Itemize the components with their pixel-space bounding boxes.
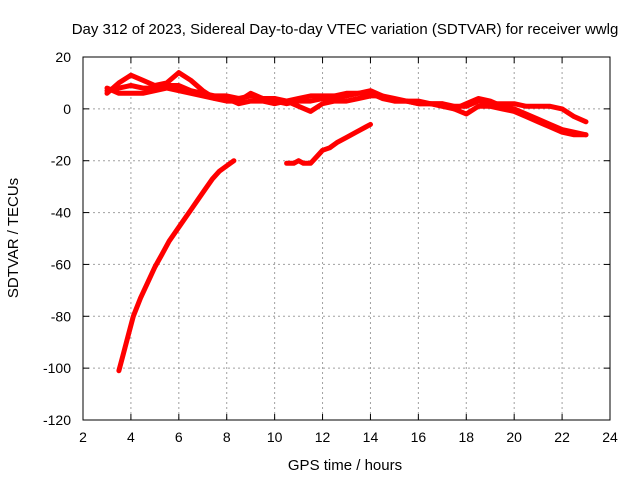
y-tick-label: -20 (51, 153, 71, 169)
y-tick-label: -100 (43, 360, 71, 376)
y-tick-label: 0 (63, 101, 71, 117)
x-tick-label: 18 (458, 429, 474, 445)
y-tick-label: -60 (51, 256, 71, 272)
x-tick-label: 4 (127, 429, 135, 445)
x-tick-label: 14 (363, 429, 379, 445)
x-tick-label: 22 (554, 429, 570, 445)
plot-frame (82, 56, 611, 421)
series-line-upper-band-c (104, 85, 589, 138)
x-tick-label: 12 (315, 429, 331, 445)
series-line-mid-arc (284, 121, 373, 166)
y-tick-label: 20 (55, 49, 71, 65)
x-tick-label: 8 (223, 429, 231, 445)
data-series (104, 70, 589, 374)
y-tick-label: -40 (51, 205, 71, 221)
x-tick-label: 16 (411, 429, 427, 445)
y-tick-label: -120 (43, 412, 71, 428)
axis-ticks: 2 4 6 8 10 12 14 16 18 20 22 24200-20-40-60-80-100-… (43, 49, 618, 445)
x-tick-label: 6 (175, 429, 183, 445)
y-axis-title: SDTVAR / TECUs (5, 178, 22, 298)
y-tick-label: -80 (51, 308, 71, 324)
x-tick-label: 20 (506, 429, 522, 445)
x-tick-label: 10 (267, 429, 283, 445)
series-line-upper-band-b (104, 70, 589, 138)
series-line-steep-arc (116, 158, 237, 374)
x-axis-title: GPS time / hours (288, 457, 402, 474)
x-tick-label: 24 (602, 429, 618, 445)
series-line-upper-band-a (104, 83, 589, 125)
grid-lines (83, 57, 610, 420)
chart-title: Day 312 of 2023, Sidereal Day-to-day VTE… (72, 21, 619, 38)
x-tick-label: 2 (79, 429, 87, 445)
